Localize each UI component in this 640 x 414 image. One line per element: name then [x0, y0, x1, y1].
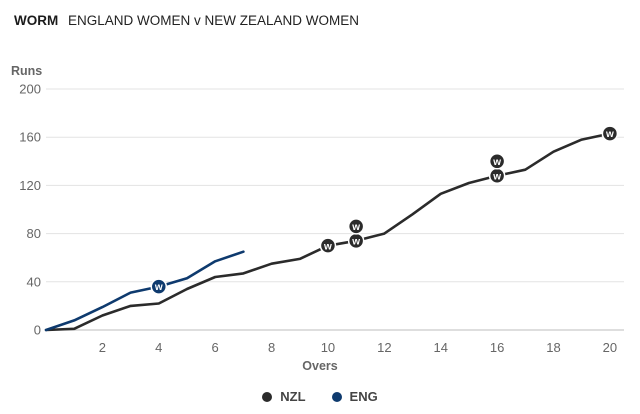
wicket-marker-nzl-2: w: [347, 218, 365, 235]
y-tick-labels: 0 40 80 120 160 200: [19, 82, 41, 338]
gridlines: [46, 88, 624, 331]
x-tick-12: 12: [377, 340, 391, 355]
wicket-marker-nzl-0: w: [319, 237, 337, 254]
x-tick-6: 6: [212, 340, 219, 355]
wicket-label: w: [605, 129, 614, 140]
x-tick-10: 10: [321, 340, 335, 355]
wicket-label: w: [351, 222, 360, 233]
wicket-marker-nzl-5: w: [601, 125, 619, 142]
legend-label-nzl: NZL: [280, 389, 306, 404]
wicket-marker-nzl-4: w: [488, 153, 506, 170]
y-tick-0: 0: [34, 323, 41, 338]
y-tick-160: 160: [19, 130, 41, 145]
y-tick-120: 120: [19, 178, 41, 193]
x-tick-14: 14: [433, 340, 447, 355]
wicket-label: w: [154, 282, 163, 293]
x-tick-8: 8: [268, 340, 275, 355]
y-axis-title: Runs: [11, 64, 42, 78]
y-tick-200: 200: [19, 82, 41, 97]
wicket-circle: [150, 278, 168, 295]
x-tick-4: 4: [155, 340, 162, 355]
legend-item-eng[interactable]: ENG: [331, 389, 378, 404]
wicket-circle: [319, 237, 337, 254]
worm-chart: 0 40 80 120 160 200 2 4 6 8 10 12 14 16 18 20 Runs Ove…: [11, 64, 624, 373]
x-tick-2: 2: [99, 340, 106, 355]
wicket-label: w: [351, 236, 360, 247]
y-tick-80: 80: [27, 226, 41, 241]
line-eng: [44, 250, 245, 332]
wicket-circle: [601, 125, 619, 142]
wicket-marker-eng-0: w: [150, 278, 168, 295]
wicket-marker-nzl-3: w: [488, 167, 506, 185]
legend-label-eng: ENG: [349, 389, 378, 404]
wicket-label: w: [492, 157, 501, 168]
line-nzl: [44, 132, 612, 332]
chart-header: WORM ENGLAND WOMEN v NEW ZEALAND WOMEN: [14, 13, 359, 28]
match-title: ENGLAND WOMEN v NEW ZEALAND WOMEN: [68, 13, 360, 28]
legend: NZL ENG: [0, 389, 640, 404]
wicket-label: w: [323, 241, 332, 252]
x-tick-18: 18: [546, 340, 560, 355]
legend-dot-eng: [331, 391, 342, 402]
legend-item-nzl[interactable]: NZL: [262, 389, 306, 404]
series-lines: [44, 132, 612, 332]
wicket-label: w: [492, 171, 501, 182]
legend-dot-nzl: [262, 391, 273, 402]
x-tick-20: 20: [603, 340, 617, 355]
wicket-circle: [347, 218, 365, 235]
wicket-marker-nzl-1: w: [347, 232, 365, 250]
x-tick-labels: 2 4 6 8 10 12 14 16 18 20: [99, 340, 617, 355]
x-tick-16: 16: [490, 340, 504, 355]
wicket-circle: [488, 153, 506, 170]
y-tick-40: 40: [27, 274, 41, 289]
chart-type-tag: WORM: [14, 13, 59, 28]
x-axis-title: Overs: [302, 359, 337, 373]
